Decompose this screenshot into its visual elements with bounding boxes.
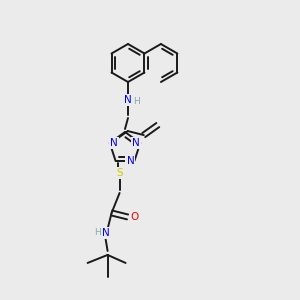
Text: H: H: [133, 98, 140, 106]
Text: H: H: [94, 228, 101, 237]
Text: S: S: [116, 168, 123, 178]
Text: N: N: [124, 95, 132, 105]
Text: N: N: [102, 228, 110, 238]
Text: O: O: [130, 212, 139, 222]
Text: N: N: [110, 138, 118, 148]
Text: N: N: [132, 138, 140, 148]
Text: N: N: [127, 156, 134, 166]
